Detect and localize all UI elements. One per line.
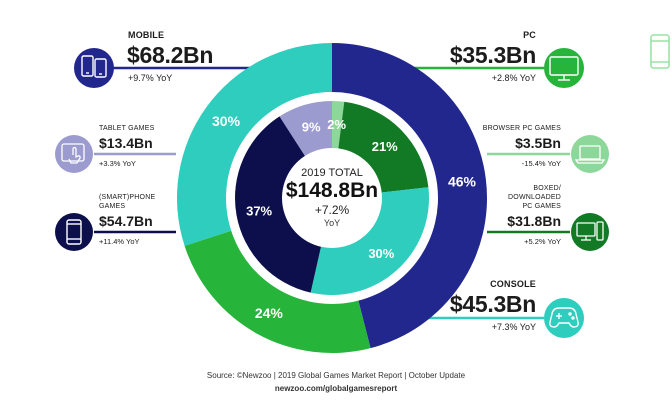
inner-slice-console (310, 187, 429, 295)
console-category: CONSOLE (490, 279, 536, 289)
inner-ring (234, 101, 429, 295)
tablet-value: $13.4Bn (99, 135, 153, 151)
inner-label-3: 37% (246, 204, 272, 219)
inner-slice-browser-pc-games (332, 101, 345, 149)
outer-slice-mobile (332, 43, 488, 349)
boxed-yoy: +5.2% YoY (524, 237, 561, 246)
mobile-yoy: +9.7% YoY (128, 73, 173, 83)
pc-yoy: +2.8% YoY (491, 73, 536, 83)
center-title: 2019 TOTAL (301, 167, 363, 179)
desktop-computer-icon (576, 221, 604, 241)
source-url: newzoo.com/globalgamesreport (274, 384, 398, 393)
outer-label-2: 30% (212, 113, 241, 129)
center-growth: +7.2% (315, 203, 350, 217)
inner-label-4: 9% (302, 120, 321, 135)
inner-label-0: 2% (327, 117, 346, 132)
phone-outline-icon (650, 34, 670, 69)
outer-label-1: 24% (255, 305, 284, 321)
tablet-yoy: +3.3% YoY (99, 159, 136, 168)
phone-yoy: +11.4% YoY (99, 237, 140, 246)
inner-slice-tablet-games (279, 101, 332, 156)
outer-label-0: 46% (448, 174, 477, 190)
gamepad-icon (549, 307, 579, 328)
boxed-value: $31.8Bn (507, 213, 561, 229)
console-value: $45.3Bn (449, 291, 536, 317)
mobile-devices-icon (81, 55, 107, 78)
outer-ring (176, 43, 488, 353)
boxed-badge (571, 213, 609, 251)
center-growth-unit: YoY (324, 218, 340, 228)
inner-slice-boxed-downloaded-pc-games (338, 101, 429, 193)
monitor-icon (549, 56, 579, 81)
pc-badge (544, 48, 584, 88)
tablet-category: TABLET GAMES (99, 125, 155, 132)
tablet-badge (55, 135, 93, 173)
outer-slice-console (176, 43, 332, 246)
boxed-category: BOXED/ DOWNLOADED PC GAMES (508, 185, 561, 210)
inner-label-2: 30% (368, 246, 394, 261)
mobile-badge (74, 48, 114, 88)
center-total: $148.8Bn (286, 179, 378, 202)
source-note: Source: ©Newzoo | 2019 Global Games Mark… (206, 371, 466, 380)
console-yoy: +7.3% YoY (491, 322, 536, 332)
browser-value: $3.5Bn (515, 135, 561, 151)
smartphone-icon (66, 219, 82, 245)
mobile-value: $68.2Bn (127, 42, 214, 68)
inner-label-1: 21% (372, 139, 398, 154)
mobile-category: MOBILE (128, 30, 165, 40)
phone-badge (55, 213, 93, 251)
pc-category: PC (523, 30, 536, 40)
tablet-touch-icon (61, 143, 85, 164)
browser-category: BROWSER PC GAMES (482, 125, 561, 132)
laptop-icon (574, 145, 606, 164)
outer-slice-pc (184, 230, 371, 353)
browser-badge (571, 135, 609, 173)
pc-value: $35.3Bn (449, 42, 536, 68)
browser-yoy: -15.4% YoY (521, 159, 561, 168)
phone-category: (SMART)PHONE GAMES (99, 194, 156, 210)
console-badge (544, 298, 584, 338)
phone-value: $54.7Bn (99, 213, 153, 229)
inner-slice-smart-phone-games (234, 116, 321, 293)
